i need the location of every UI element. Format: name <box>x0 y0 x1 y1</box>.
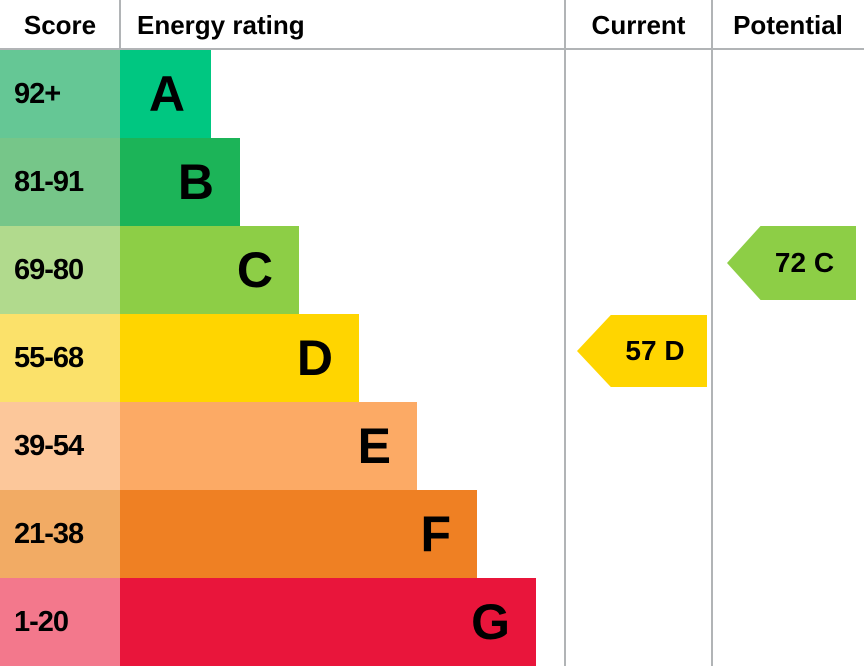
band-row: 81-91 B <box>0 138 565 226</box>
band-letter: A <box>148 66 185 122</box>
band-row: 1-20 G <box>0 578 565 666</box>
band-letter: F <box>420 506 451 562</box>
band-letter: C <box>236 242 273 298</box>
band-bar: E <box>120 402 417 490</box>
header-current: Current <box>591 10 686 40</box>
current-rating-label: 57 D <box>625 335 685 366</box>
band-bar: C <box>120 226 299 314</box>
band-row: 55-68 D <box>0 314 565 402</box>
band-score-range: 1-20 <box>0 578 120 666</box>
band-score-range: 92+ <box>0 50 120 138</box>
header-potential: Potential <box>733 10 843 40</box>
potential-rating-arrow: 72 C <box>727 226 856 300</box>
header-divider <box>0 48 864 50</box>
band-letter: B <box>177 154 214 210</box>
potential-column-divider <box>711 0 713 666</box>
band-row: 92+ A <box>0 50 565 138</box>
band-score-range: 55-68 <box>0 314 120 402</box>
potential-rating-label: 72 C <box>774 247 835 278</box>
band-score-range: 81-91 <box>0 138 120 226</box>
header-score: Score <box>23 10 97 40</box>
band-letter: D <box>296 330 333 386</box>
band-bar: A <box>120 50 211 138</box>
band-row: 69-80 C <box>0 226 565 314</box>
band-letter: E <box>357 418 391 474</box>
band-bar: B <box>120 138 240 226</box>
current-column-divider <box>564 0 566 666</box>
band-bar: D <box>120 314 359 402</box>
band-score-range: 39-54 <box>0 402 120 490</box>
band-row: 39-54 E <box>0 402 565 490</box>
band-score-range: 21-38 <box>0 490 120 578</box>
band-letter: G <box>471 594 510 650</box>
current-rating-arrow: 57 D <box>577 315 707 387</box>
band-rows: 92+ A 81-91 B 69-80 C 55-68 D 39-54 <box>0 50 565 666</box>
header-energy-rating: Energy rating <box>137 10 305 40</box>
band-bar: G <box>120 578 536 666</box>
band-score-range: 69-80 <box>0 226 120 314</box>
band-row: 21-38 F <box>0 490 565 578</box>
score-column-divider <box>119 0 121 48</box>
band-bar: F <box>120 490 477 578</box>
